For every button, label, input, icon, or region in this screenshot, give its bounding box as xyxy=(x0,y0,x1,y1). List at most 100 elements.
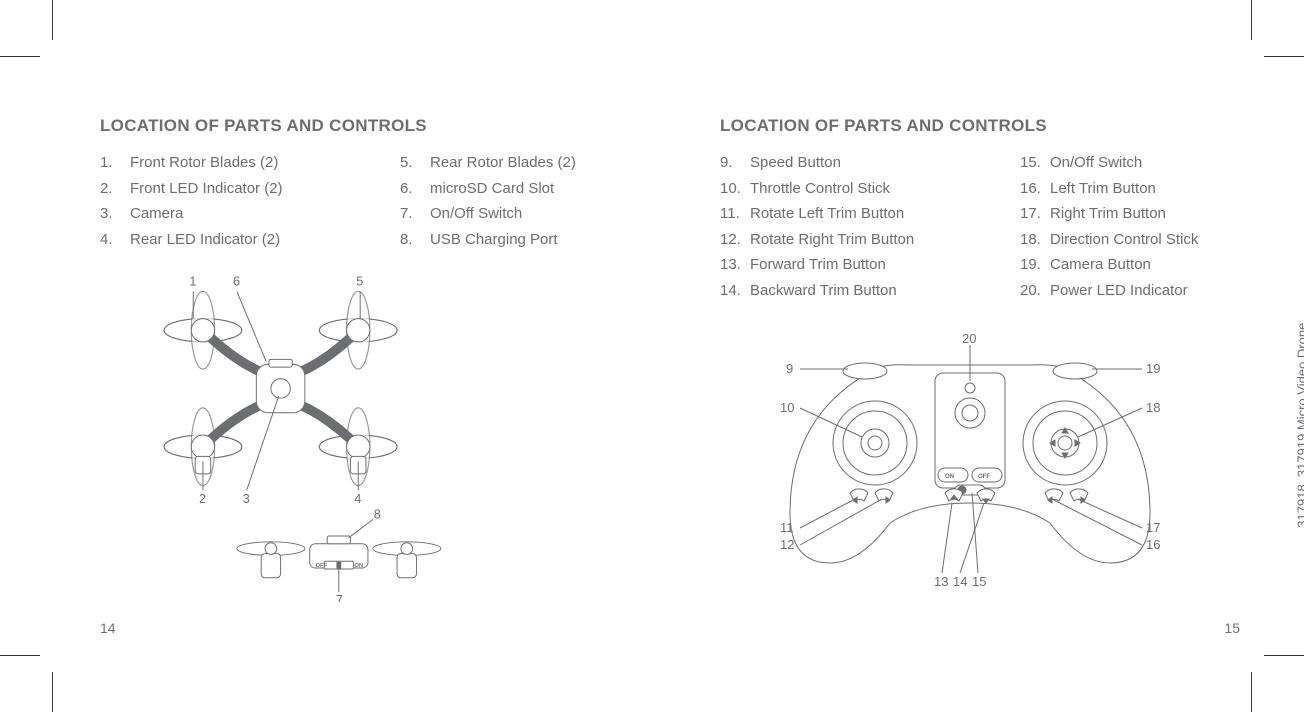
list-item: 3.Camera xyxy=(100,201,360,227)
item-text: Front LED Indicator (2) xyxy=(130,176,283,202)
item-num: 1. xyxy=(100,150,130,176)
item-text: Right Trim Button xyxy=(1050,201,1166,227)
list-item: 13.Forward Trim Button xyxy=(720,252,980,278)
item-num: 9. xyxy=(720,150,750,176)
list-item: 20.Power LED Indicator xyxy=(1020,278,1280,304)
item-num: 8. xyxy=(400,227,430,253)
list-item: 9.Speed Button xyxy=(720,150,980,176)
list-item: 6.microSD Card Slot xyxy=(400,176,660,202)
item-num: 10. xyxy=(720,176,750,202)
item-text: Forward Trim Button xyxy=(750,252,886,278)
item-text: Camera Button xyxy=(1050,252,1151,278)
list-item: 4.Rear LED Indicator (2) xyxy=(100,227,360,253)
left-heading: LOCATION OF PARTS AND CONTROLS xyxy=(100,116,660,136)
crop-mark xyxy=(1251,672,1252,712)
list-item: 8.USB Charging Port xyxy=(400,227,660,253)
callout-3: 3 xyxy=(243,492,250,506)
item-num: 12. xyxy=(720,227,750,253)
list-item: 7.On/Off Switch xyxy=(400,201,660,227)
crop-mark xyxy=(52,672,53,712)
on-label: ON xyxy=(945,474,954,480)
list-item: 19.Camera Button xyxy=(1020,252,1280,278)
callout-10: 10 xyxy=(780,400,794,415)
off-label: OFF xyxy=(316,563,328,569)
left-col1: 1.Front Rotor Blades (2) 2.Front LED Ind… xyxy=(100,150,360,252)
right-col2: 15.On/Off Switch 16.Left Trim Button 17.… xyxy=(1020,150,1280,303)
right-columns: 9.Speed Button 10.Throttle Control Stick… xyxy=(720,150,1280,303)
list-item: 5.Rear Rotor Blades (2) xyxy=(400,150,660,176)
item-text: Throttle Control Stick xyxy=(750,176,890,202)
item-num: 19. xyxy=(1020,252,1050,278)
callout-18: 18 xyxy=(1146,400,1160,415)
page-num-left: 14 xyxy=(100,620,116,636)
callout-20: 20 xyxy=(962,333,976,346)
item-text: Rotate Right Trim Button xyxy=(750,227,914,253)
controller-svg: ON OFF xyxy=(740,333,1200,613)
callout-15: 15 xyxy=(972,574,986,589)
right-col1: 9.Speed Button 10.Throttle Control Stick… xyxy=(720,150,980,303)
off-label: OFF xyxy=(978,474,990,480)
list-item: 10.Throttle Control Stick xyxy=(720,176,980,202)
callout-9: 9 xyxy=(786,361,793,376)
item-text: Direction Control Stick xyxy=(1050,227,1198,253)
list-item: 11.Rotate Left Trim Button xyxy=(720,201,980,227)
list-item: 16.Left Trim Button xyxy=(1020,176,1280,202)
item-text: Speed Button xyxy=(750,150,841,176)
list-item: 1.Front Rotor Blades (2) xyxy=(100,150,360,176)
page-num-right: 15 xyxy=(1224,620,1240,636)
callout-11: 11 xyxy=(780,520,794,535)
on-label: ON xyxy=(354,563,363,569)
item-text: On/Off Switch xyxy=(1050,150,1142,176)
callout-1: 1 xyxy=(189,275,196,289)
controller-diagram: ON OFF xyxy=(720,323,1280,618)
left-page: LOCATION OF PARTS AND CONTROLS 1.Front R… xyxy=(100,56,660,656)
item-text: microSD Card Slot xyxy=(430,176,554,202)
item-text: Front Rotor Blades (2) xyxy=(130,150,278,176)
right-page: LOCATION OF PARTS AND CONTROLS 9.Speed B… xyxy=(720,56,1280,656)
side-line1: 317918_317919 Micro Video Drone xyxy=(1294,280,1304,528)
crop-mark xyxy=(0,655,40,656)
list-item: 17.Right Trim Button xyxy=(1020,201,1280,227)
right-heading: LOCATION OF PARTS AND CONTROLS xyxy=(720,116,1280,136)
item-text: On/Off Switch xyxy=(430,201,522,227)
callout-19: 19 xyxy=(1146,361,1160,376)
list-item: 15.On/Off Switch xyxy=(1020,150,1280,176)
crop-mark xyxy=(0,56,40,57)
callout-17: 17 xyxy=(1146,520,1160,535)
item-text: Backward Trim Button xyxy=(750,278,897,304)
callout-5: 5 xyxy=(356,275,363,289)
callout-2: 2 xyxy=(199,492,206,506)
item-text: Camera xyxy=(130,201,183,227)
side-print-info: 317918_317919 Micro Video Drone Size:4"W… xyxy=(1294,280,1304,528)
callout-12: 12 xyxy=(780,537,794,552)
item-text: USB Charging Port xyxy=(430,227,558,253)
item-num: 13. xyxy=(720,252,750,278)
item-text: Left Trim Button xyxy=(1050,176,1156,202)
item-num: 7. xyxy=(400,201,430,227)
callout-13: 13 xyxy=(934,574,948,589)
callout-6: 6 xyxy=(233,275,240,289)
item-num: 17. xyxy=(1020,201,1050,227)
item-text: Rotate Left Trim Button xyxy=(750,201,904,227)
item-text: Rear Rotor Blades (2) xyxy=(430,150,576,176)
item-num: 20. xyxy=(1020,278,1050,304)
callout-4: 4 xyxy=(354,492,361,506)
item-num: 16. xyxy=(1020,176,1050,202)
list-item: 14.Backward Trim Button xyxy=(720,278,980,304)
item-text: Power LED Indicator xyxy=(1050,278,1188,304)
item-num: 11. xyxy=(720,201,750,227)
crop-mark xyxy=(1251,0,1252,40)
crop-mark xyxy=(52,0,53,40)
left-col2: 5.Rear Rotor Blades (2) 6.microSD Card S… xyxy=(400,150,660,252)
item-num: 5. xyxy=(400,150,430,176)
list-item: 2.Front LED Indicator (2) xyxy=(100,176,360,202)
item-num: 4. xyxy=(100,227,130,253)
callout-16: 16 xyxy=(1146,537,1160,552)
drone-diagram: 1 6 5 2 3 4 xyxy=(100,272,660,607)
item-num: 18. xyxy=(1020,227,1050,253)
drone-svg: 1 6 5 2 3 4 xyxy=(140,272,460,602)
item-num: 3. xyxy=(100,201,130,227)
item-num: 15. xyxy=(1020,150,1050,176)
callout-14: 14 xyxy=(953,574,967,589)
list-item: 18.Direction Control Stick xyxy=(1020,227,1280,253)
